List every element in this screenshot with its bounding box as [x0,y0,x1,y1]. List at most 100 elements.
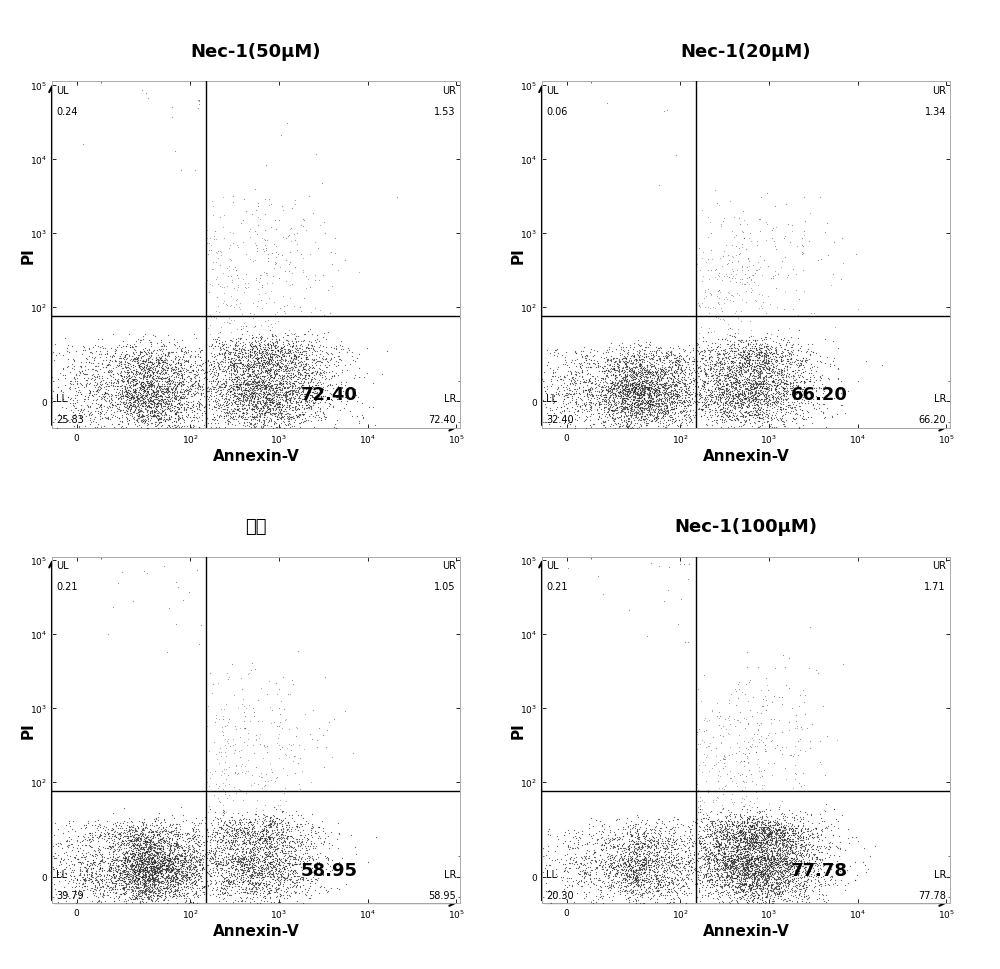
Point [257,867,273,883]
Point [634,886,650,901]
Point [669,389,685,404]
Point [159,853,175,868]
Point [133,828,149,844]
Point [675,836,691,852]
Point [743,819,759,834]
Point [294,764,310,779]
Point [142,873,158,889]
Point [618,862,634,878]
Point [621,860,637,876]
Point [266,365,282,381]
Point [63,897,79,913]
Point [729,858,745,873]
Point [588,388,604,403]
Point [289,381,305,396]
Point [761,383,777,398]
Point [261,353,277,368]
Point [743,852,759,867]
Point [153,415,169,430]
Point [119,814,135,829]
Point [761,868,777,884]
Point [762,819,778,834]
Point [541,417,557,432]
Point [138,875,154,891]
Point [130,900,146,916]
Point [171,873,187,889]
Point [110,359,126,375]
Point [699,857,715,872]
Point [762,814,778,829]
Point [293,416,309,431]
Point [722,412,738,427]
Point [128,413,144,428]
Point [233,671,249,686]
Point [235,692,251,707]
Point [130,878,146,893]
Point [636,874,652,890]
Point [792,828,808,844]
Point [262,368,278,384]
Point [667,870,683,886]
Point [622,403,638,419]
Point [647,852,663,867]
Point [634,401,650,417]
Point [50,867,66,883]
Point [172,819,188,834]
Point [634,366,650,382]
Point [608,868,624,884]
Point [573,878,589,893]
Point [92,820,108,835]
Point [152,366,168,382]
Point [537,384,553,399]
Point [738,876,754,891]
Point [119,433,135,449]
Point [308,378,324,393]
Point [720,848,736,863]
Point [743,285,759,300]
Point [766,360,782,376]
Point [211,756,227,771]
Point [300,872,316,888]
Point [128,888,144,903]
Point [165,817,181,832]
Point [96,391,112,406]
Point [248,398,264,414]
Point [239,825,255,840]
Point [261,386,277,401]
Point [765,362,781,378]
Point [103,862,119,878]
Point [202,308,218,324]
Point [783,330,799,346]
Point [262,334,278,350]
Point [312,401,328,417]
Point [298,393,314,409]
Point [58,860,74,875]
Point [104,396,120,412]
Point [167,849,183,864]
Point [618,359,634,374]
Point [135,360,151,376]
Point [621,423,637,439]
Point [179,889,195,904]
Point [267,825,283,840]
Point [775,847,791,862]
Point [774,827,790,842]
Point [250,387,266,402]
Point [264,824,280,839]
Point [758,876,774,891]
Point [215,874,231,890]
Point [131,367,147,383]
Point [155,357,171,372]
Point [752,804,768,820]
Point [104,874,120,890]
Point [708,884,724,899]
Point [732,386,748,401]
Point [314,391,330,407]
Point [333,353,349,368]
Point [116,882,132,897]
Point [143,349,159,364]
Point [695,397,711,413]
Point [282,687,298,703]
Point [242,358,258,373]
Point [153,843,169,859]
